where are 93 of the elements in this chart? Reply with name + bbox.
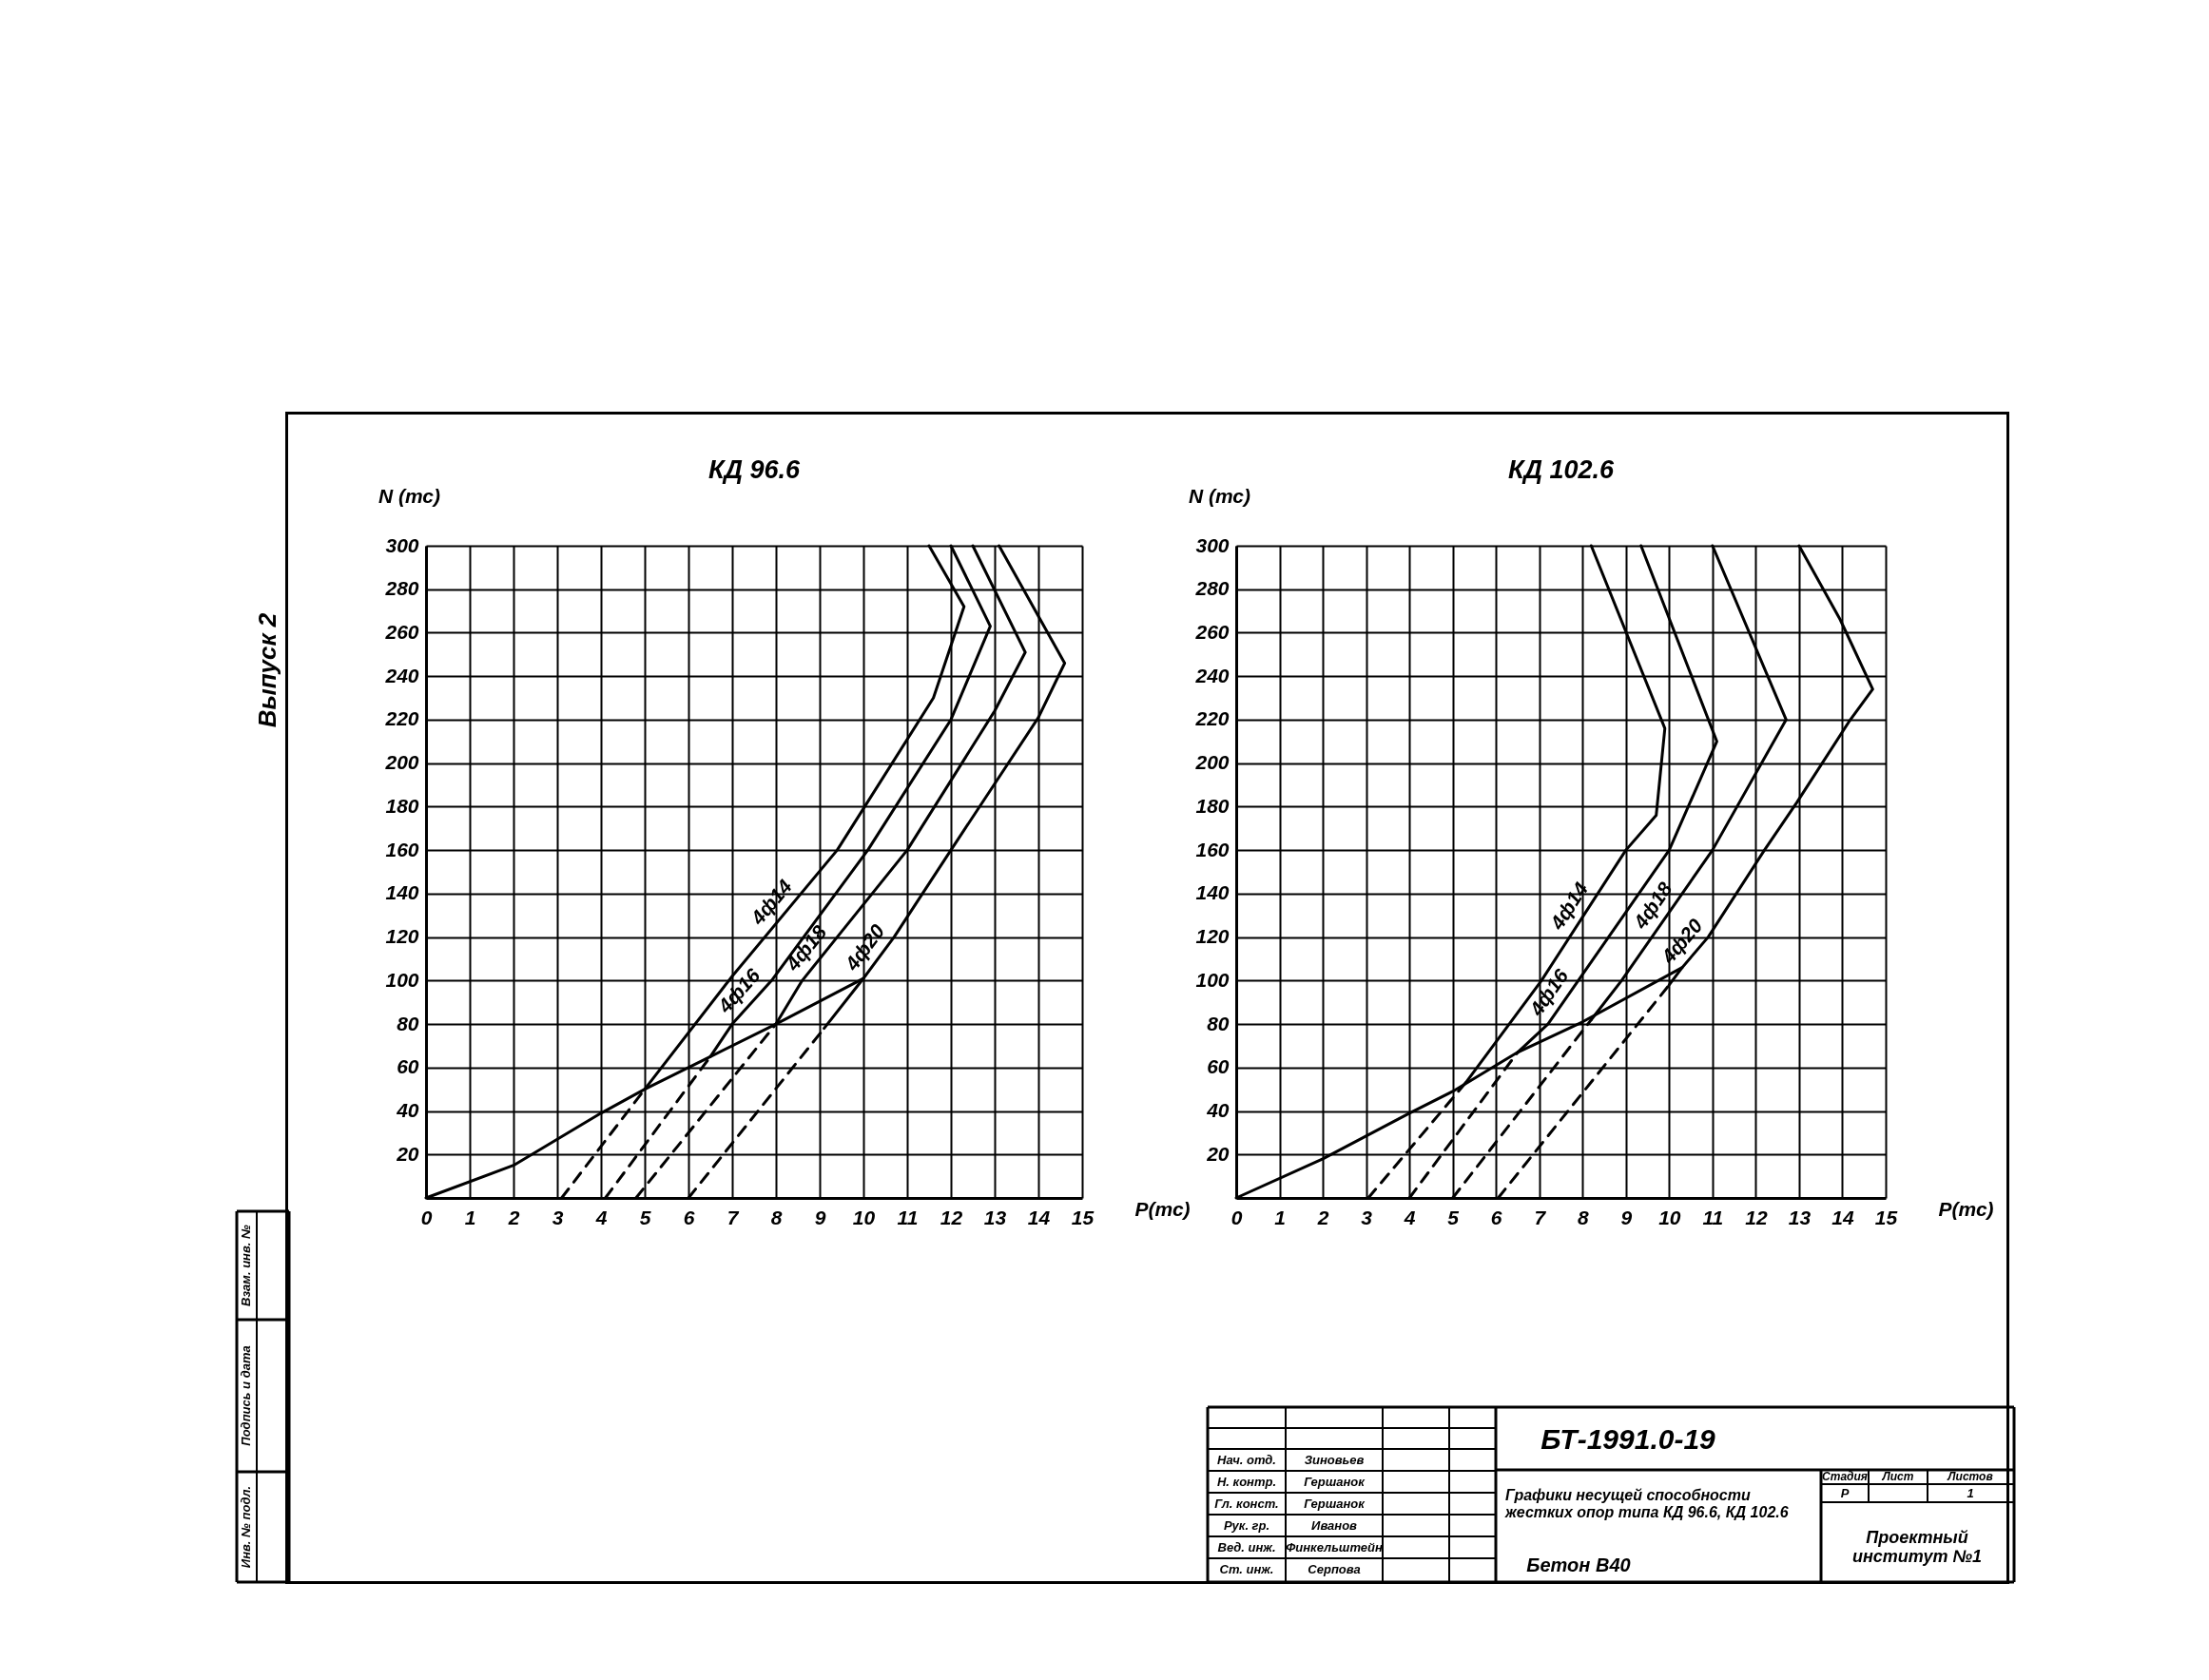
y-tick-label: 280 [384,577,419,600]
x-tick-label: 15 [1071,1206,1095,1228]
y-tick-label: 60 [397,1055,419,1078]
y-tick-label: 80 [1207,1012,1230,1034]
x-axis-title: P(тс) [1938,1197,1994,1220]
x-tick-label: 5 [639,1206,651,1228]
text: Иванов [1311,1517,1357,1533]
y-tick-label: 200 [1194,751,1230,774]
x-tick-label: 8 [770,1206,783,1228]
x-tick-label: 1 [464,1206,476,1228]
chart-title: КД 96.6 [707,455,802,484]
y-tick-label: 200 [384,751,419,774]
y-tick-label: 60 [1207,1055,1230,1078]
y-tick-label: 120 [385,925,419,948]
x-tick-label: 5 [1447,1206,1460,1228]
x-tick-label: 0 [1230,1206,1243,1228]
y-tick-label: 280 [1194,577,1230,600]
text: Вед. инж. [1217,1539,1276,1554]
text: Взам. инв. № [238,1225,254,1306]
y-tick-label: 180 [385,794,419,817]
y-tick-label: 300 [385,533,419,556]
x-tick-label: 7 [1534,1206,1547,1228]
text: Проектный институт №1 [1851,1528,1984,1567]
text: Н. контр. [1216,1474,1277,1489]
x-tick-label: 9 [1620,1206,1633,1228]
y-tick-label: 20 [1206,1142,1230,1165]
text: Ст. инж. [1219,1561,1274,1576]
x-tick-label: 14 [1831,1206,1854,1228]
text: Гершанок [1304,1474,1365,1489]
y-tick-label: 120 [1195,925,1230,948]
y-tick-label: 40 [1206,1099,1230,1122]
y-axis-title: N (тс) [1188,484,1251,507]
y-tick-label: 260 [1194,620,1230,643]
x-tick-label: 6 [1490,1206,1502,1228]
x-tick-label: 14 [1027,1206,1051,1228]
text: БТ-1991.0-19 [1540,1422,1715,1455]
x-tick-label: 0 [420,1206,433,1228]
text: Выпуск 2 [252,612,281,728]
text: Графики несущей способности жестких опор типа КД 96.6, КД 102.6 [1505,1487,1790,1521]
x-tick-label: 10 [852,1206,876,1228]
x-tick-label: 2 [507,1206,520,1228]
text: Нач. отд. [1217,1452,1276,1467]
text: Гл. конст. [1214,1496,1279,1511]
text: Стадия [1822,1470,1868,1484]
y-axis-title: N (тс) [378,484,441,507]
x-tick-label: 4 [1403,1206,1416,1228]
y-tick-label: 220 [384,707,419,730]
y-tick-label: 240 [1194,664,1230,686]
x-tick-label: 12 [940,1206,963,1228]
x-tick-label: 8 [1577,1206,1589,1228]
text: Бетон В40 [1526,1554,1631,1575]
y-tick-label: 180 [1195,794,1230,817]
y-tick-label: 80 [397,1012,419,1034]
y-tick-label: 140 [1195,881,1230,904]
y-tick-label: 220 [1194,707,1230,730]
y-tick-label: 20 [396,1142,419,1165]
x-tick-label: 15 [1874,1206,1898,1228]
y-tick-label: 100 [1195,968,1230,991]
y-tick-label: 100 [385,968,419,991]
y-tick-label: 260 [384,620,419,643]
y-tick-label: 240 [384,664,419,686]
text: Рук. гр. [1223,1517,1270,1533]
x-tick-label: 11 [1702,1206,1724,1228]
text: Гершанок [1304,1496,1365,1511]
text: 1 [1967,1485,1974,1501]
x-tick-label: 13 [1788,1206,1812,1228]
text: Зиновьев [1304,1452,1365,1467]
y-tick-label: 160 [385,838,419,860]
text: Инв. № подл. [238,1485,254,1569]
x-tick-label: 2 [1316,1206,1329,1228]
x-tick-label: 12 [1745,1206,1768,1228]
text: Р [1840,1485,1850,1501]
x-tick-label: 9 [814,1206,826,1228]
x-tick-label: 3 [1361,1206,1373,1228]
x-axis-title: P(тс) [1134,1197,1191,1220]
y-tick-label: 300 [1195,533,1230,556]
x-tick-label: 4 [594,1206,608,1228]
chart-title: КД 102.6 [1507,455,1616,484]
x-tick-label: 11 [897,1206,919,1228]
text: Подпись и дата [238,1345,254,1446]
x-tick-label: 10 [1658,1206,1681,1228]
x-tick-label: 6 [683,1206,695,1228]
text: Серпова [1308,1561,1361,1576]
text: Листов [1947,1470,1993,1484]
y-tick-label: 40 [396,1099,419,1122]
x-tick-label: 7 [727,1206,740,1228]
y-tick-label: 140 [385,881,419,904]
x-tick-label: 13 [983,1206,1007,1228]
x-tick-label: 3 [552,1206,564,1228]
x-tick-label: 1 [1274,1206,1286,1228]
y-tick-label: 160 [1195,838,1230,860]
text: Лист [1882,1470,1914,1484]
text: Финкельштейн [1286,1539,1383,1554]
